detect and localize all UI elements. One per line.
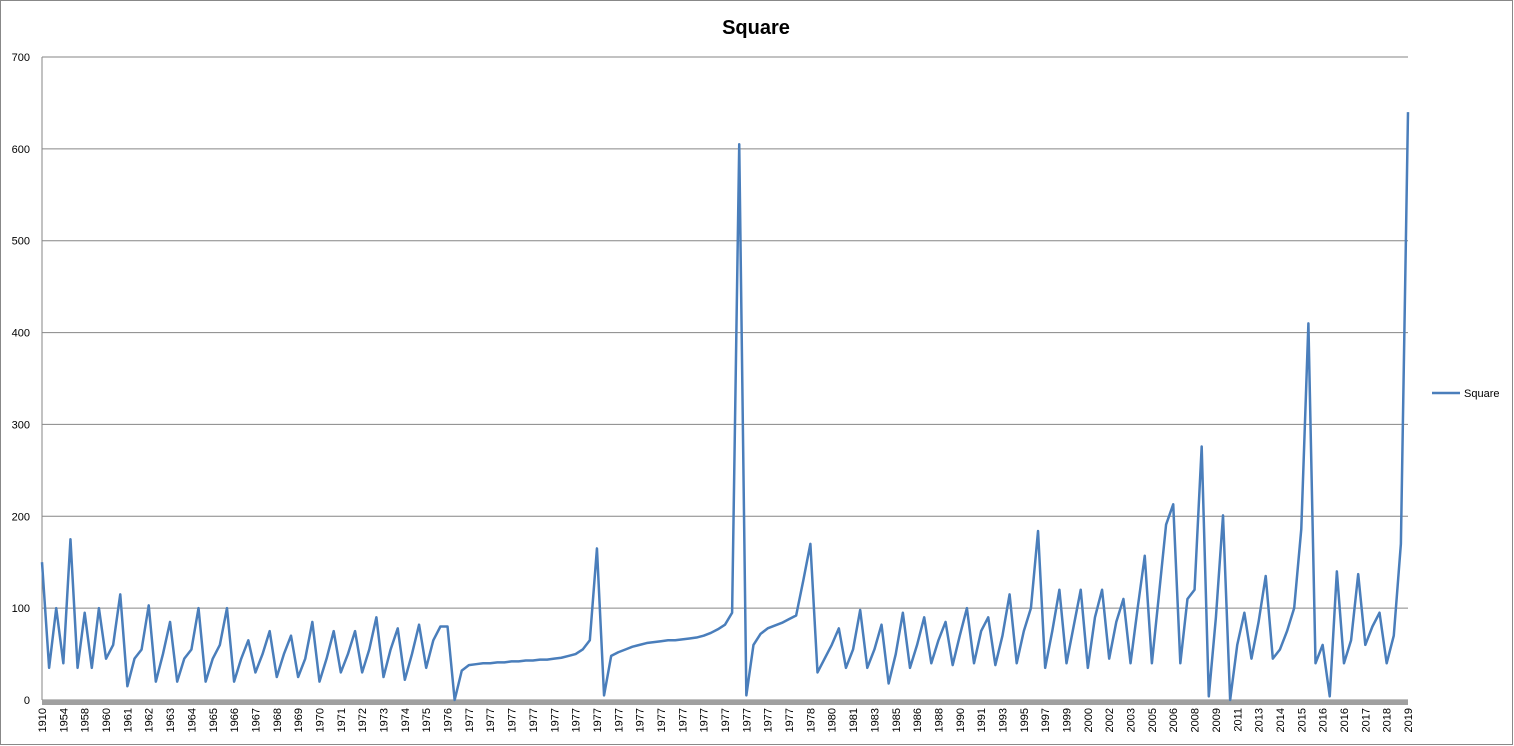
x-tick-label: 1963 (165, 708, 177, 732)
x-tick-label: 1976 (443, 708, 455, 732)
x-tick-label: 1962 (144, 708, 156, 732)
y-tick-label: 600 (12, 144, 30, 156)
x-tick-label: 2019 (1403, 708, 1415, 732)
x-tick-label: 1993 (997, 708, 1009, 732)
x-tick-label: 1988 (933, 708, 945, 732)
x-tick-label: 1980 (827, 708, 839, 732)
x-tick-label: 1977 (592, 708, 604, 732)
x-tick-label: 1973 (379, 708, 391, 732)
x-tick-label: 1999 (1062, 708, 1074, 732)
y-tick-label: 0 (24, 695, 30, 707)
x-tick-label: 1991 (976, 708, 988, 732)
x-tick-label: 1967 (250, 708, 262, 732)
y-tick-label: 200 (12, 511, 30, 523)
x-tick-label: 1966 (229, 708, 241, 732)
y-tick-label: 400 (12, 328, 30, 340)
x-tick-label: 1972 (357, 708, 369, 732)
x-tick-label: 2011 (1232, 708, 1244, 732)
x-tick-label: 1977 (485, 708, 497, 732)
x-tick-label: 2006 (1168, 708, 1180, 732)
x-tick-label: 1977 (699, 708, 711, 732)
data-line (40, 112, 1410, 702)
x-tick-label: 2015 (1296, 708, 1308, 732)
x-tick-label: 2000 (1083, 708, 1095, 732)
x-tick-label: 1977 (635, 708, 647, 732)
y-tick-label: 100 (12, 603, 30, 615)
x-tick-label: 1977 (549, 708, 561, 732)
x-tick-label: 2014 (1275, 708, 1287, 732)
x-tick-label: 1995 (1019, 708, 1031, 732)
x-tick-label: 1977 (613, 708, 625, 732)
x-tick-label: 1977 (784, 708, 796, 732)
x-tick-label: 1977 (656, 708, 668, 732)
x-tick-label: 2003 (1126, 708, 1138, 732)
x-tick-label: 1977 (720, 708, 732, 732)
x-tick-label: 2009 (1211, 708, 1223, 732)
x-tick-label: 1997 (1040, 708, 1052, 732)
x-tick-label: 1977 (464, 708, 476, 732)
x-tick-label: 1974 (400, 708, 412, 732)
x-tick-label: 2016 (1318, 708, 1330, 732)
x-tick-label: 1954 (58, 708, 70, 732)
x-tick-label: 1990 (955, 708, 967, 732)
y-tick-label: 500 (12, 236, 30, 248)
x-tick-label: 1977 (677, 708, 689, 732)
x-tick-label: 1970 (314, 708, 326, 732)
x-tick-label: 1986 (912, 708, 924, 732)
x-tick-label: 2008 (1190, 708, 1202, 732)
x-tick-label: 1977 (763, 708, 775, 732)
x-tick-label: 1969 (293, 708, 305, 732)
x-tick-label: 1981 (848, 708, 860, 732)
x-tick-label: 1958 (80, 708, 92, 732)
x-tick-label: 2017 (1360, 708, 1372, 732)
chart-title: Square (722, 17, 790, 39)
x-tick-label: 2016 (1339, 708, 1351, 732)
x-tick-label: 1977 (528, 708, 540, 732)
x-tick-label: 1977 (741, 708, 753, 732)
x-tick-label: 2002 (1104, 708, 1116, 732)
x-tick-label: 2013 (1254, 708, 1266, 732)
x-axis (42, 700, 1408, 705)
x-tick-label: 2005 (1147, 708, 1159, 732)
y-tick-label: 300 (12, 419, 30, 431)
x-tick-label: 1961 (122, 708, 134, 732)
x-tick-label: 1968 (272, 708, 284, 732)
x-tick-label: 1964 (186, 708, 198, 732)
x-tick-label: 1983 (869, 708, 881, 732)
x-tick-label: 1910 (37, 708, 49, 732)
y-tick-label: 700 (12, 52, 30, 64)
x-tick-label: 1960 (101, 708, 113, 732)
x-tick-label: 2018 (1382, 708, 1394, 732)
legend-label: Square (1464, 388, 1499, 400)
x-tick-label: 1975 (421, 708, 433, 732)
x-tick-label: 1977 (507, 708, 519, 732)
x-tick-label: 1971 (336, 708, 348, 732)
x-tick-label: 1977 (571, 708, 583, 732)
x-tick-label: 1985 (891, 708, 903, 732)
x-tick-label: 1965 (208, 708, 220, 732)
x-tick-label: 1978 (805, 708, 817, 732)
